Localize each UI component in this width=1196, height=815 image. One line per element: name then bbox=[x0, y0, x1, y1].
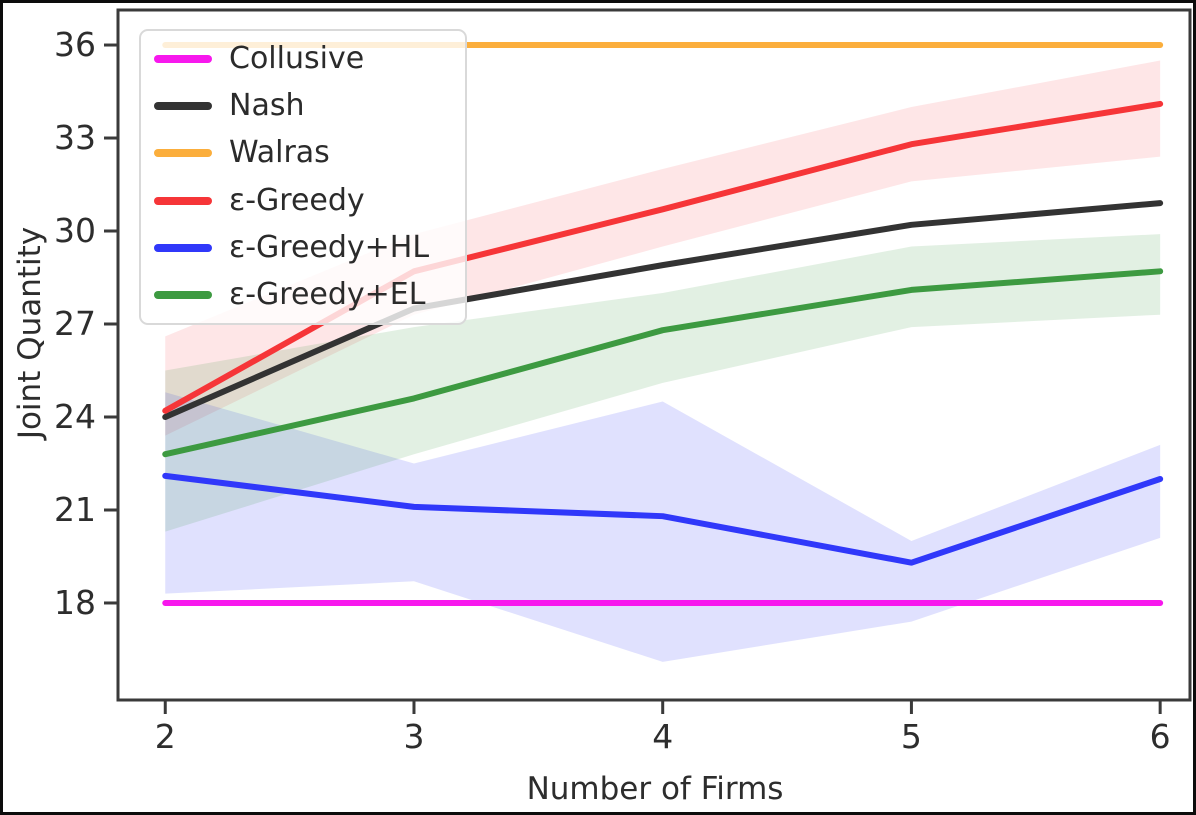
legend-swatch-e-greedy-hl bbox=[154, 243, 212, 252]
legend-item-e-greedy-el: ε-Greedy+EL bbox=[141, 272, 465, 319]
legend-label-e-greedy: ε-Greedy bbox=[229, 182, 365, 218]
y-tick-label-18: 18 bbox=[54, 583, 96, 622]
legend-label-e-greedy-hl: ε-Greedy+HL bbox=[229, 229, 430, 265]
y-tick-label-36: 36 bbox=[54, 25, 96, 64]
legend-swatch-nash bbox=[154, 102, 212, 110]
x-tick-label-5: 5 bbox=[901, 717, 922, 756]
legend-swatch-e-greedy-el bbox=[154, 291, 212, 300]
y-tick-label-33: 33 bbox=[54, 118, 96, 157]
x-axis-title: Number of Firms bbox=[526, 771, 784, 807]
y-axis-title: Joint Quantity bbox=[12, 226, 48, 440]
legend-item-e-greedy-hl: ε-Greedy+HL bbox=[141, 224, 465, 271]
legend-item-nash: Nash bbox=[141, 82, 465, 129]
x-tick-label-3: 3 bbox=[403, 717, 424, 756]
legend-box: Collusive Nash Walras ε-Greedy ε-Greedy+… bbox=[139, 29, 467, 325]
legend-label-collusive: Collusive bbox=[229, 40, 365, 76]
x-tick-label-4: 4 bbox=[652, 717, 673, 756]
y-tick-label-30: 30 bbox=[54, 211, 96, 250]
confidence-band-greedy bbox=[165, 60, 1161, 436]
legend-swatch-collusive bbox=[154, 54, 212, 63]
legend-item-walras: Walras bbox=[141, 130, 465, 177]
plot-canvas: 18 21 24 27 30 33 36 2 3 4 5 6 bbox=[54, 8, 1192, 756]
legend-item-e-greedy: ε-Greedy bbox=[141, 177, 465, 224]
series-line-greedy-hl bbox=[162, 472, 1164, 566]
series-line-greedy-el bbox=[162, 268, 1164, 458]
x-tick-label-6: 6 bbox=[1150, 717, 1171, 756]
legend-label-e-greedy-el: ε-Greedy+EL bbox=[229, 277, 426, 313]
legend-label-nash: Nash bbox=[229, 88, 305, 123]
y-tick-label-21: 21 bbox=[54, 490, 96, 529]
legend-swatch-e-greedy bbox=[154, 196, 212, 205]
confidence-band-greedy-el bbox=[165, 234, 1161, 532]
legend-swatch-walras bbox=[154, 149, 212, 158]
y-tick-label-27: 27 bbox=[54, 304, 96, 343]
legend-item-collusive: Collusive bbox=[141, 35, 465, 82]
legend-label-walras: Walras bbox=[229, 135, 330, 171]
x-tick-label-2: 2 bbox=[155, 717, 176, 756]
series-line-nash bbox=[162, 200, 1164, 420]
plot-frame bbox=[116, 8, 1192, 702]
confidence-band-greedy-hl bbox=[165, 392, 1161, 662]
y-tick-label-24: 24 bbox=[54, 397, 96, 436]
